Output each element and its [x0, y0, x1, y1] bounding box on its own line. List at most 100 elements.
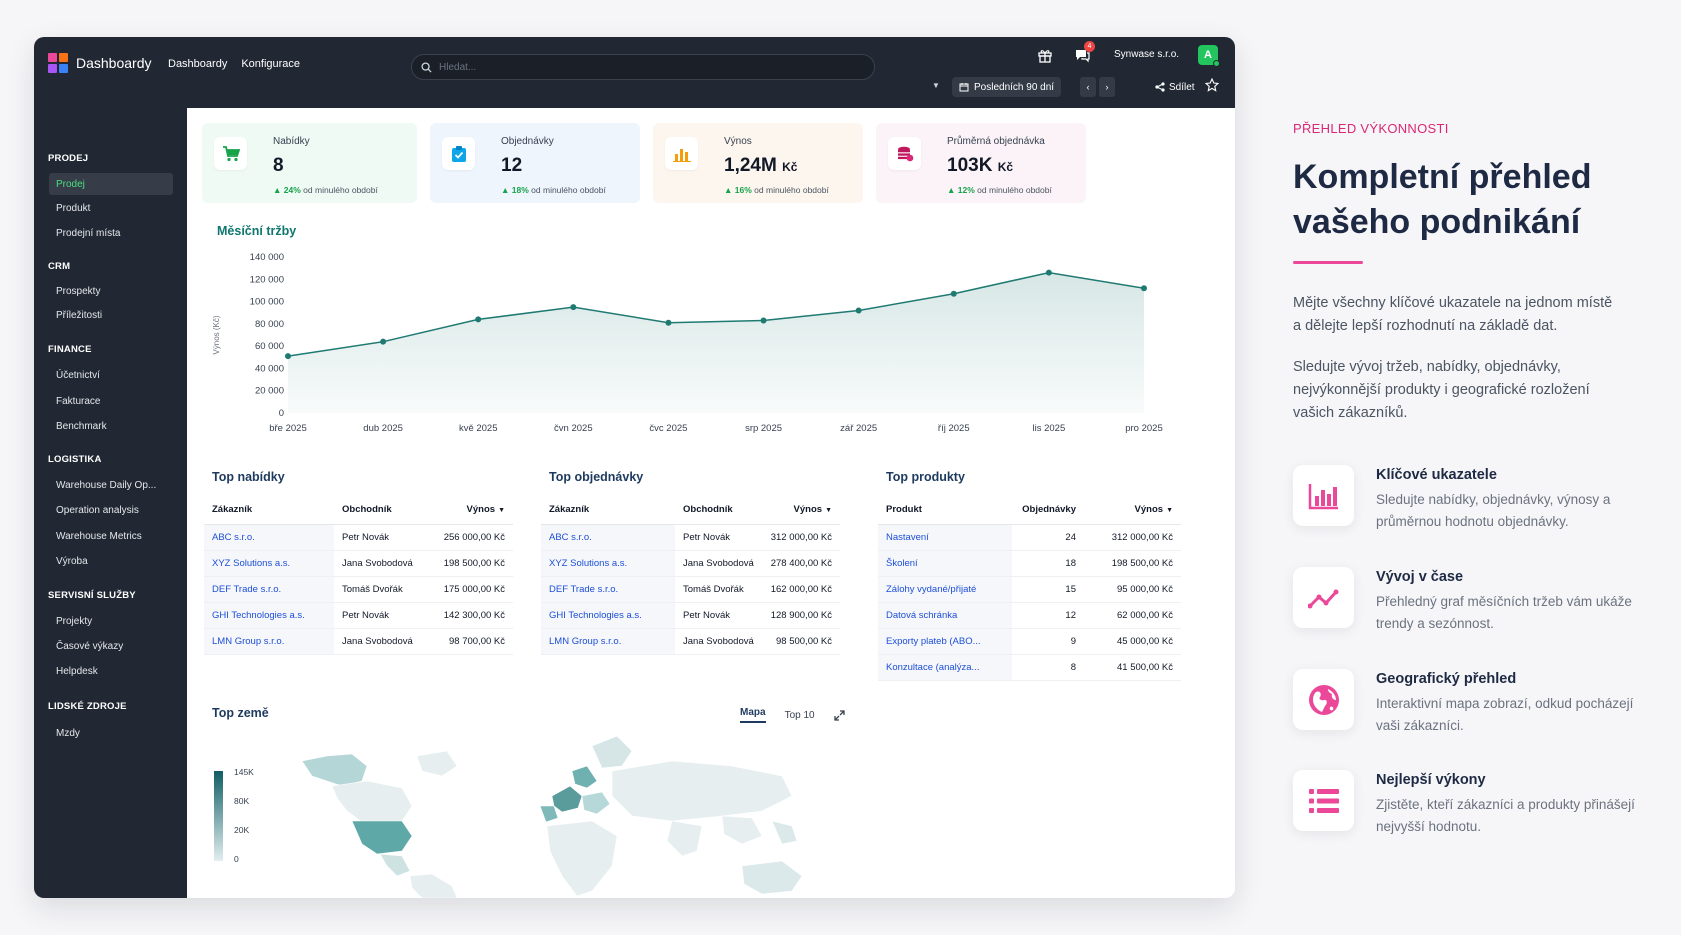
- sidebar-item-prodej[interactable]: Prodej: [49, 173, 173, 195]
- column-header-sort[interactable]: Výnos ▼: [1084, 496, 1181, 525]
- app-logo[interactable]: Dashboardy: [48, 53, 152, 73]
- clipboard-icon: [442, 137, 475, 170]
- table-row[interactable]: XYZ Solutions a.s. Jana Svobodová 278 400,…: [541, 550, 840, 577]
- messages-badge: 4: [1084, 41, 1095, 52]
- table-row[interactable]: GHI Technologies a.s. Petr Novák 142 300,0…: [204, 602, 513, 629]
- sidebar-item-vyroba[interactable]: Výroba: [56, 555, 88, 567]
- y-tick-label: 0: [279, 408, 284, 419]
- sidebar-item-warehouse-daily[interactable]: Warehouse Daily Op...: [56, 479, 157, 491]
- table-row[interactable]: Konzultace (analýza... 8 41 500,00 Kč: [878, 654, 1181, 681]
- table-row[interactable]: Zálohy vydané/přijaté 15 95 000,00 Kč: [878, 576, 1181, 603]
- avatar-letter: A: [1204, 49, 1212, 61]
- sidebar-item-fakturace[interactable]: Fakturace: [56, 395, 101, 407]
- expand-icon[interactable]: [833, 709, 845, 721]
- sidebar-item-prospekty[interactable]: Prospekty: [56, 285, 101, 297]
- legend-label: 20K: [234, 825, 250, 835]
- data-point: [760, 317, 767, 324]
- sidebar-item-operation-analysis[interactable]: Operation analysis: [56, 504, 139, 516]
- product-link[interactable]: Školení: [878, 550, 1012, 577]
- chevron-down-icon[interactable]: ▼: [932, 81, 940, 90]
- table-row[interactable]: GHI Technologies a.s. Petr Novák 128 900,0…: [541, 602, 840, 629]
- europe: [539, 735, 633, 823]
- sidebar-item-benchmark[interactable]: Benchmark: [56, 420, 107, 432]
- table-row[interactable]: ABC s.r.o. Petr Novák 256 000,00 Kč: [204, 524, 513, 551]
- sidebar-item-casove-vykazy[interactable]: Časové výkazy: [56, 640, 124, 652]
- kpi-card-orders[interactable]: Objednávky 12 ▲ 18% od minulého období: [430, 123, 640, 203]
- table-cell: Jana Svobodová: [675, 628, 762, 655]
- table-row[interactable]: Nastavení 24 312 000,00 Kč: [878, 524, 1181, 551]
- chevron-right-icon: ›: [1105, 82, 1109, 92]
- kpi-card-average-order[interactable]: Průměrná objednávka 103K Kč ▲ 12% od min…: [876, 123, 1086, 203]
- table-row[interactable]: Školení 18 198 500,00 Kč: [878, 550, 1181, 577]
- product-link[interactable]: Exporty plateb (ABO...: [878, 628, 1012, 655]
- product-link[interactable]: Zálohy vydané/přijaté: [878, 576, 1012, 603]
- tab-map[interactable]: Mapa: [740, 707, 766, 723]
- column-header[interactable]: Produkt: [878, 496, 1012, 525]
- trend-icon: [1293, 567, 1354, 628]
- customer-link[interactable]: ABC s.r.o.: [204, 524, 334, 551]
- column-header[interactable]: Zákazník: [204, 496, 334, 525]
- nav-configuration[interactable]: Konfigurace: [241, 58, 301, 70]
- product-link[interactable]: Konzultace (analýza...: [878, 654, 1012, 681]
- search-input[interactable]: [439, 61, 839, 73]
- sidebar-item-prodejni-mista[interactable]: Prodejní místa: [56, 227, 121, 239]
- sidebar-item-mzdy[interactable]: Mzdy: [56, 727, 80, 739]
- table-row[interactable]: Datová schránka 12 62 000,00 Kč: [878, 602, 1181, 629]
- sidebar-item-projekty[interactable]: Projekty: [56, 615, 93, 627]
- sidebar-item-prilezitosti[interactable]: Příležitosti: [56, 309, 103, 321]
- table-row[interactable]: DEF Trade s.r.o. Tomáš Dvořák 175 000,00 K…: [204, 576, 513, 603]
- table-cell: 128 900,00 Kč: [761, 602, 840, 629]
- column-header-sort[interactable]: Výnos ▼: [424, 496, 513, 525]
- next-period-button[interactable]: ›: [1099, 77, 1115, 97]
- x-tick-label: čvc 2025: [649, 423, 687, 434]
- table-title: Top objednávky: [549, 470, 644, 484]
- column-header[interactable]: Objednávky: [1012, 496, 1084, 525]
- table-row[interactable]: XYZ Solutions a.s. Jana Svobodová 198 500,…: [204, 550, 513, 577]
- customer-link[interactable]: ABC s.r.o.: [541, 524, 675, 551]
- column-header-sort[interactable]: Výnos ▼: [761, 496, 840, 525]
- feature-geo: Geografický přehled Interaktivní mapa zo…: [1293, 669, 1653, 739]
- customer-link[interactable]: DEF Trade s.r.o.: [204, 576, 334, 603]
- table-row[interactable]: ABC s.r.o. Petr Novák 312 000,00 Kč: [541, 524, 840, 551]
- world-map[interactable]: [292, 726, 837, 898]
- customer-link[interactable]: XYZ Solutions a.s.: [204, 550, 334, 577]
- customer-link[interactable]: DEF Trade s.r.o.: [541, 576, 675, 603]
- sidebar-item-warehouse-metrics[interactable]: Warehouse Metrics: [56, 530, 142, 542]
- tab-top-10[interactable]: Top 10: [784, 709, 815, 721]
- product-link[interactable]: Nastavení: [878, 524, 1012, 551]
- company-name[interactable]: Synwase s.r.o.: [1114, 49, 1180, 60]
- y-tick-label: 80 000: [255, 319, 284, 330]
- table-cell: Tomáš Dvořák: [334, 576, 424, 603]
- period-selector[interactable]: Posledních 90 dní: [952, 77, 1062, 97]
- prev-period-button[interactable]: ‹: [1080, 77, 1096, 97]
- app-title: Dashboardy: [76, 55, 152, 71]
- avatar[interactable]: A: [1198, 45, 1220, 67]
- product-link[interactable]: Datová schránka: [878, 602, 1012, 629]
- customer-link[interactable]: GHI Technologies a.s.: [541, 602, 675, 629]
- star-icon[interactable]: [1205, 78, 1219, 92]
- table-row[interactable]: LMN Group s.r.o. Jana Svobodová 98 700,00 …: [204, 628, 513, 655]
- customer-link[interactable]: LMN Group s.r.o.: [204, 628, 334, 655]
- kpi-card-offers[interactable]: Nabídky 8 ▲ 24% od minulého období: [202, 123, 417, 203]
- sidebar-item-ucetnictvi[interactable]: Účetnictví: [56, 369, 100, 381]
- coins-icon: [888, 137, 921, 170]
- share-button[interactable]: Sdílet: [1155, 77, 1195, 97]
- table-row[interactable]: DEF Trade s.r.o. Tomáš Dvořák 162 000,00 K…: [541, 576, 840, 603]
- column-header[interactable]: Obchodník: [334, 496, 424, 525]
- gift-icon[interactable]: [1035, 45, 1055, 65]
- customer-link[interactable]: LMN Group s.r.o.: [541, 628, 675, 655]
- data-point: [1045, 269, 1052, 276]
- y-tick-label: 60 000: [255, 341, 284, 352]
- table-row[interactable]: Exporty plateb (ABO... 9 45 000,00 Kč: [878, 628, 1181, 655]
- customer-link[interactable]: GHI Technologies a.s.: [204, 602, 334, 629]
- nav-dashboards[interactable]: Dashboardy: [168, 58, 228, 70]
- customer-link[interactable]: XYZ Solutions a.s.: [541, 550, 675, 577]
- messages-icon[interactable]: 4: [1072, 41, 1095, 65]
- kpi-card-revenue[interactable]: Výnos 1,24M Kč ▲ 16% od minulého období: [653, 123, 863, 203]
- column-header[interactable]: Zákazník: [541, 496, 675, 525]
- table-row[interactable]: LMN Group s.r.o. Jana Svobodová 98 500,00 …: [541, 628, 840, 655]
- sidebar-item-produkt[interactable]: Produkt: [56, 202, 91, 214]
- feature-description: Zjistěte, kteří zákazníci a produkty při…: [1376, 797, 1635, 834]
- column-header[interactable]: Obchodník: [675, 496, 762, 525]
- sidebar-item-helpdesk[interactable]: Helpdesk: [56, 665, 98, 677]
